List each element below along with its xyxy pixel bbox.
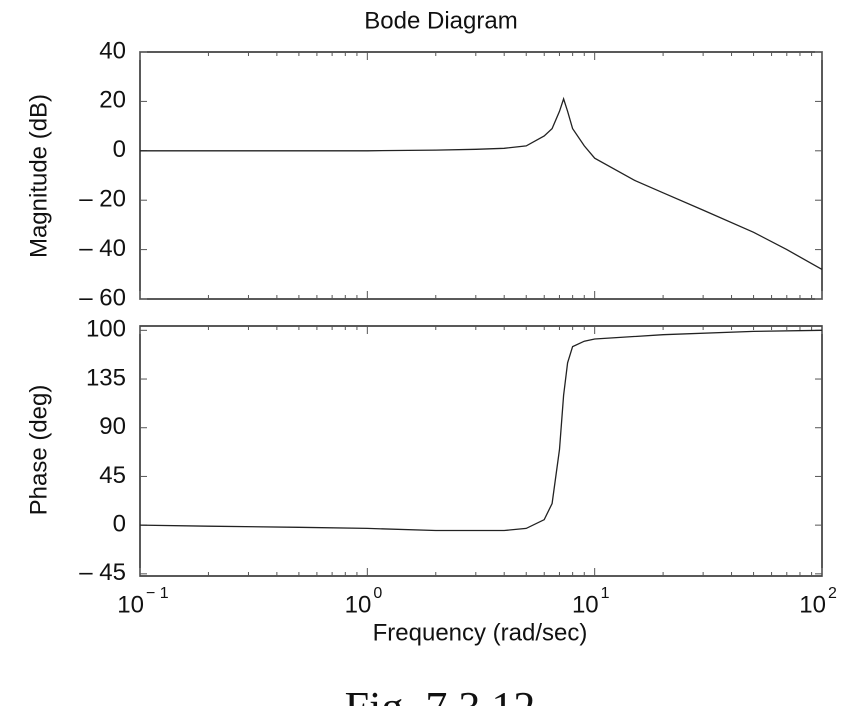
y-tick-label: – 45 (79, 559, 126, 586)
y-tick-label: 90 (99, 413, 126, 440)
caption: Fig. 7.3.12 (345, 683, 536, 706)
chart-title: Bode Diagram (364, 7, 517, 34)
y-tick-label: 0 (113, 136, 126, 163)
y-tick-label: 40 (99, 37, 126, 64)
x-tick-label: 10 (117, 591, 144, 618)
x-tick-exponent: 2 (828, 585, 837, 602)
x-tick-label: 10 (345, 591, 372, 618)
y-tick-label: – 60 (79, 284, 126, 311)
plot-frame (139, 51, 823, 300)
y-tick-label: – 20 (79, 186, 126, 213)
y-tick-label: 135 (86, 364, 126, 391)
y-tick-label: 0 (113, 510, 126, 537)
plot-frame (139, 325, 823, 577)
y-tick-label: 45 (99, 462, 126, 489)
x-tick-exponent: 1 (601, 585, 610, 602)
x-tick-exponent: 0 (373, 585, 382, 602)
y-tick-label: 20 (99, 87, 126, 114)
curve (139, 329, 823, 532)
x-tick-label: 10 (799, 591, 826, 618)
x-tick-exponent: − 1 (146, 585, 169, 602)
y-tick-label: 100 (86, 316, 126, 343)
x-axis-label: Frequency (rad/sec) (373, 619, 588, 646)
curve (140, 96, 823, 270)
y-tick-label: – 40 (79, 235, 126, 262)
x-tick-label: 10 (572, 591, 599, 618)
y-axis-label: Phase (deg) (25, 385, 52, 516)
y-axis-label: Magnitude (dB) (25, 94, 52, 258)
